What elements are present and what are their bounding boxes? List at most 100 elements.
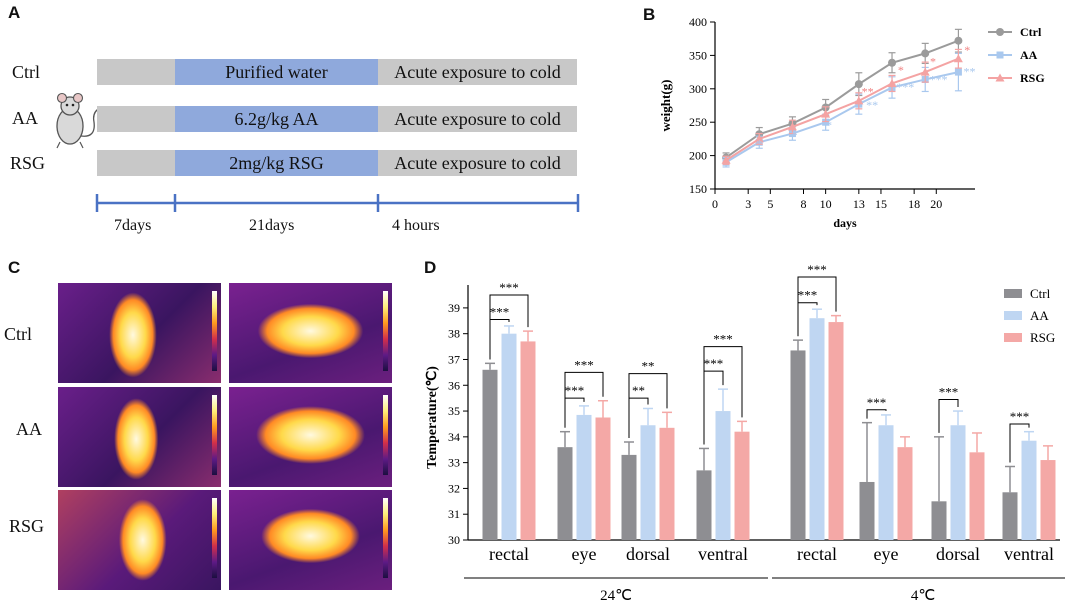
significance-label: *** [574, 357, 594, 372]
legend-label-aa: AA [1020, 48, 1038, 62]
exposure-segment: Acute exposure to cold [378, 59, 577, 85]
y-tick-label: 35 [448, 404, 460, 418]
significance-label: *** [490, 305, 510, 320]
significance-mark: ** [963, 64, 975, 78]
significance-mark: * [792, 128, 798, 142]
y-tick-label: 200 [689, 149, 707, 163]
timeline-label-4hours: 4 hours [392, 217, 440, 234]
x-tick-label: 18 [908, 197, 920, 211]
category-label-dorsal: dorsal [626, 544, 670, 564]
bar-rsg [595, 417, 611, 540]
significance-label: *** [939, 384, 959, 399]
bar-ctrl [696, 470, 712, 540]
y-tick-label: 33 [448, 456, 460, 470]
bar-aa [640, 425, 656, 540]
x-tick-label: 3 [745, 197, 751, 211]
acclimation-segment [97, 150, 175, 176]
significance-mark: * [826, 118, 832, 132]
y-tick-label: 250 [689, 115, 707, 129]
data-point [854, 80, 863, 89]
legend-label-ctrl: Ctrl [1030, 286, 1051, 301]
thermal-image-rsg-top [58, 490, 221, 590]
significance-label: *** [704, 356, 724, 371]
y-tick-label: 350 [689, 48, 707, 62]
treatment-segment: Purified water [175, 59, 378, 85]
bar-aa [501, 333, 517, 540]
bar-rsg [659, 427, 675, 540]
category-label-ventral: ventral [1004, 544, 1054, 564]
thermal-row-label-aa: AA [16, 419, 42, 439]
significance-label: *** [713, 332, 733, 347]
treatment-segment: 6.2g/kg AA [175, 106, 378, 132]
legend-label-ctrl: Ctrl [1020, 25, 1042, 39]
x-tick-label: 13 [853, 197, 865, 211]
row-label-aa: AA [12, 108, 38, 128]
y-tick-label: 36 [448, 378, 460, 392]
bar-ctrl [621, 454, 637, 540]
data-point [854, 96, 864, 105]
timeline-label-21days: 21days [249, 217, 295, 234]
weight-line-chart: 150 200 250 300 350 400 0 3 5 8 10 13 15 18 20 days weig… [658, 15, 1045, 230]
category-label-eye: eye [874, 544, 899, 564]
significance-bracket [564, 371, 604, 428]
data-point [953, 54, 963, 63]
thermal-image-aa-side [229, 387, 392, 487]
temperature-scale-bar [212, 395, 217, 475]
significance-bracket [866, 409, 887, 419]
bar-rsg [897, 447, 913, 540]
temperature-scale-bar [212, 498, 217, 578]
bar-ctrl [1002, 492, 1018, 540]
data-point [920, 67, 930, 76]
panel-letter-d: D [424, 258, 437, 277]
bar-rsg [828, 322, 844, 540]
significance-mark: * [756, 137, 762, 151]
significance-mark: * [964, 43, 970, 57]
thermal-row-label-ctrl: Ctrl [4, 324, 33, 344]
bar-aa [878, 425, 894, 540]
bar-ctrl [482, 369, 498, 540]
significance-bracket [489, 294, 529, 360]
y-tick-label: 38 [448, 327, 460, 341]
y-tick-label: 34 [448, 430, 460, 444]
thermal-image-ctrl-top [58, 283, 221, 383]
panel-letter-a: A [8, 3, 21, 22]
thermal-row-label-rsg: RSG [9, 516, 45, 536]
legend-label-rsg: RSG [1030, 330, 1055, 345]
x-axis-title: days [833, 216, 857, 230]
legend-label-rsg: RSG [1020, 71, 1045, 85]
bar-ctrl [859, 481, 875, 540]
y-tick-label: 30 [448, 533, 460, 547]
row-label-rsg: RSG [10, 153, 46, 173]
data-point [887, 78, 897, 87]
legend-marker [996, 51, 1004, 59]
legend-label-aa: AA [1030, 308, 1049, 323]
thermal-image-ctrl-side [229, 283, 392, 383]
x-tick-label: 10 [820, 197, 832, 211]
significance-label: *** [1010, 409, 1030, 424]
significance-label: *** [807, 262, 827, 277]
data-point [721, 155, 731, 164]
bar-aa [1021, 440, 1037, 540]
acclimation-segment [97, 106, 175, 132]
series-line-rsg [725, 57, 959, 162]
temperature-scale-bar [212, 291, 217, 371]
temperature-scale-bar [383, 395, 388, 475]
exposure-segment: Acute exposure to cold [378, 150, 577, 176]
data-point [954, 68, 962, 76]
category-label-dorsal: dorsal [936, 544, 980, 564]
data-point [888, 58, 897, 67]
temperature-scale-bar [383, 498, 388, 578]
significance-label: ** [642, 359, 655, 374]
design-row-aa: 6.2g/kg AA Acute exposure to cold [97, 106, 577, 132]
bar-ctrl [790, 350, 806, 540]
significance-label: *** [798, 288, 818, 303]
x-tick-label: 5 [767, 197, 773, 211]
acclimation-segment [97, 59, 175, 85]
y-tick-label: 39 [448, 301, 460, 315]
bar-rsg [734, 431, 750, 540]
y-tick-label: 300 [689, 82, 707, 96]
significance-mark: ** [866, 98, 878, 112]
x-tick-label: 20 [930, 197, 942, 211]
design-row-rsg: 2mg/kg RSG Acute exposure to cold [97, 150, 577, 176]
temperature-scale-bar [383, 291, 388, 371]
